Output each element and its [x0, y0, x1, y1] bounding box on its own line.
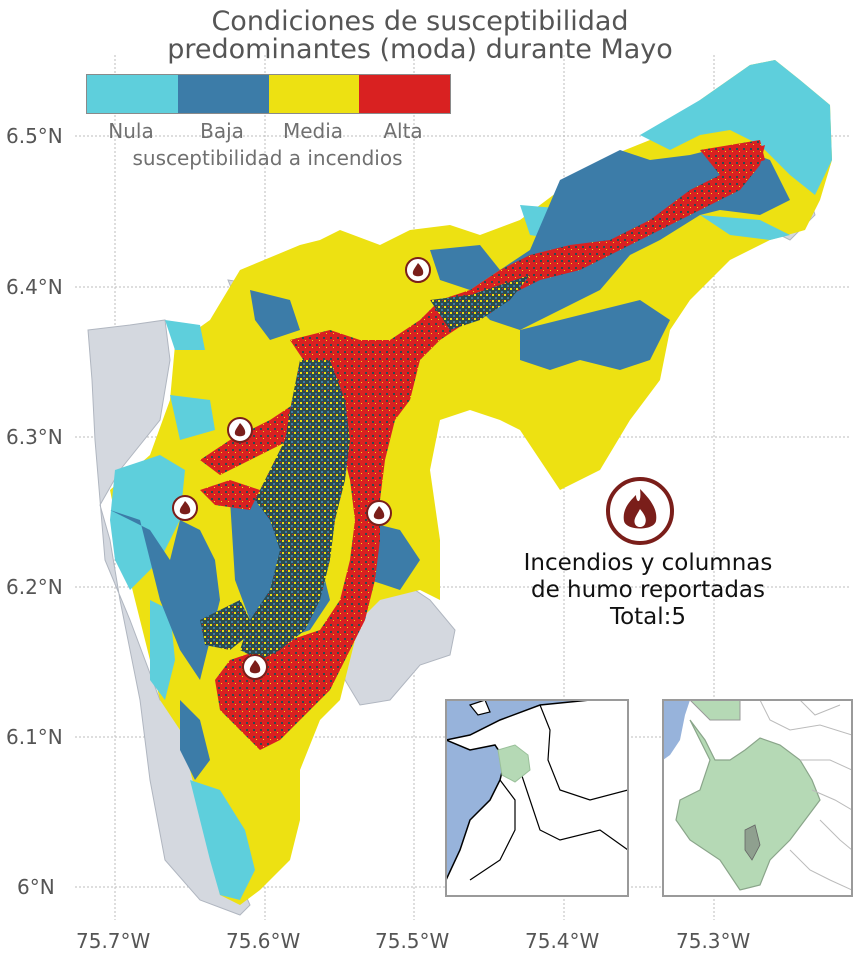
fire-icon: [606, 477, 674, 545]
fire-caption: Incendios y columnas de humo reportadas …: [498, 550, 798, 631]
lat-tick-label: 6.1°N: [6, 725, 63, 749]
lon-tick-label: 75.5°W: [375, 929, 450, 953]
fire-marker: [242, 654, 268, 680]
fire-marker: [172, 495, 198, 521]
lat-tick-label: 6.3°N: [6, 425, 63, 449]
lon-tick-label: 75.3°W: [676, 929, 751, 953]
legend-colorbar: [86, 74, 451, 114]
fire-marker: [227, 417, 253, 443]
legend-swatch-alta: [359, 75, 450, 113]
lon-tick-label: 75.4°W: [525, 929, 600, 953]
legend-label-nula: Nula: [108, 119, 154, 143]
fire-caption-total: Total:5: [609, 604, 687, 630]
legend-swatch-media: [268, 75, 360, 113]
lon-tick-label: 75.7°W: [76, 929, 151, 953]
fire-marker: [405, 257, 431, 283]
legend-label-media: Media: [282, 119, 344, 143]
lon-tick-label: 75.6°W: [226, 929, 301, 953]
lat-tick-label: 6.5°N: [6, 124, 63, 148]
fire-caption-line1: Incendios y columnas: [523, 550, 773, 576]
legend-label-baja: Baja: [200, 119, 244, 143]
lat-tick-label: 6°N: [17, 875, 55, 899]
legend-swatch-nula: [87, 75, 178, 113]
map-title-line1: Condiciones de susceptibilidad: [211, 6, 629, 37]
legend-label-alta: Alta: [383, 119, 423, 143]
fire-marker: [366, 500, 392, 526]
fire-markers: [172, 257, 431, 680]
territory-mosaic: [200, 275, 530, 660]
legend-title: susceptibilidad a incendios: [132, 146, 403, 170]
territory-alta: [200, 140, 765, 750]
lat-tick-label: 6.2°N: [6, 575, 63, 599]
antioquia-inset-map: [663, 700, 852, 896]
antioquia-inset-frame: [662, 699, 853, 897]
colombia-inset-map: [446, 700, 628, 896]
map-title-line2: predominantes (moda) durante Mayo: [167, 34, 673, 65]
lat-tick-label: 6.4°N: [6, 275, 63, 299]
fire-caption-line2: de humo reportadas: [530, 577, 766, 603]
colombia-inset-frame: [445, 699, 629, 897]
legend-swatch-baja: [177, 75, 269, 113]
